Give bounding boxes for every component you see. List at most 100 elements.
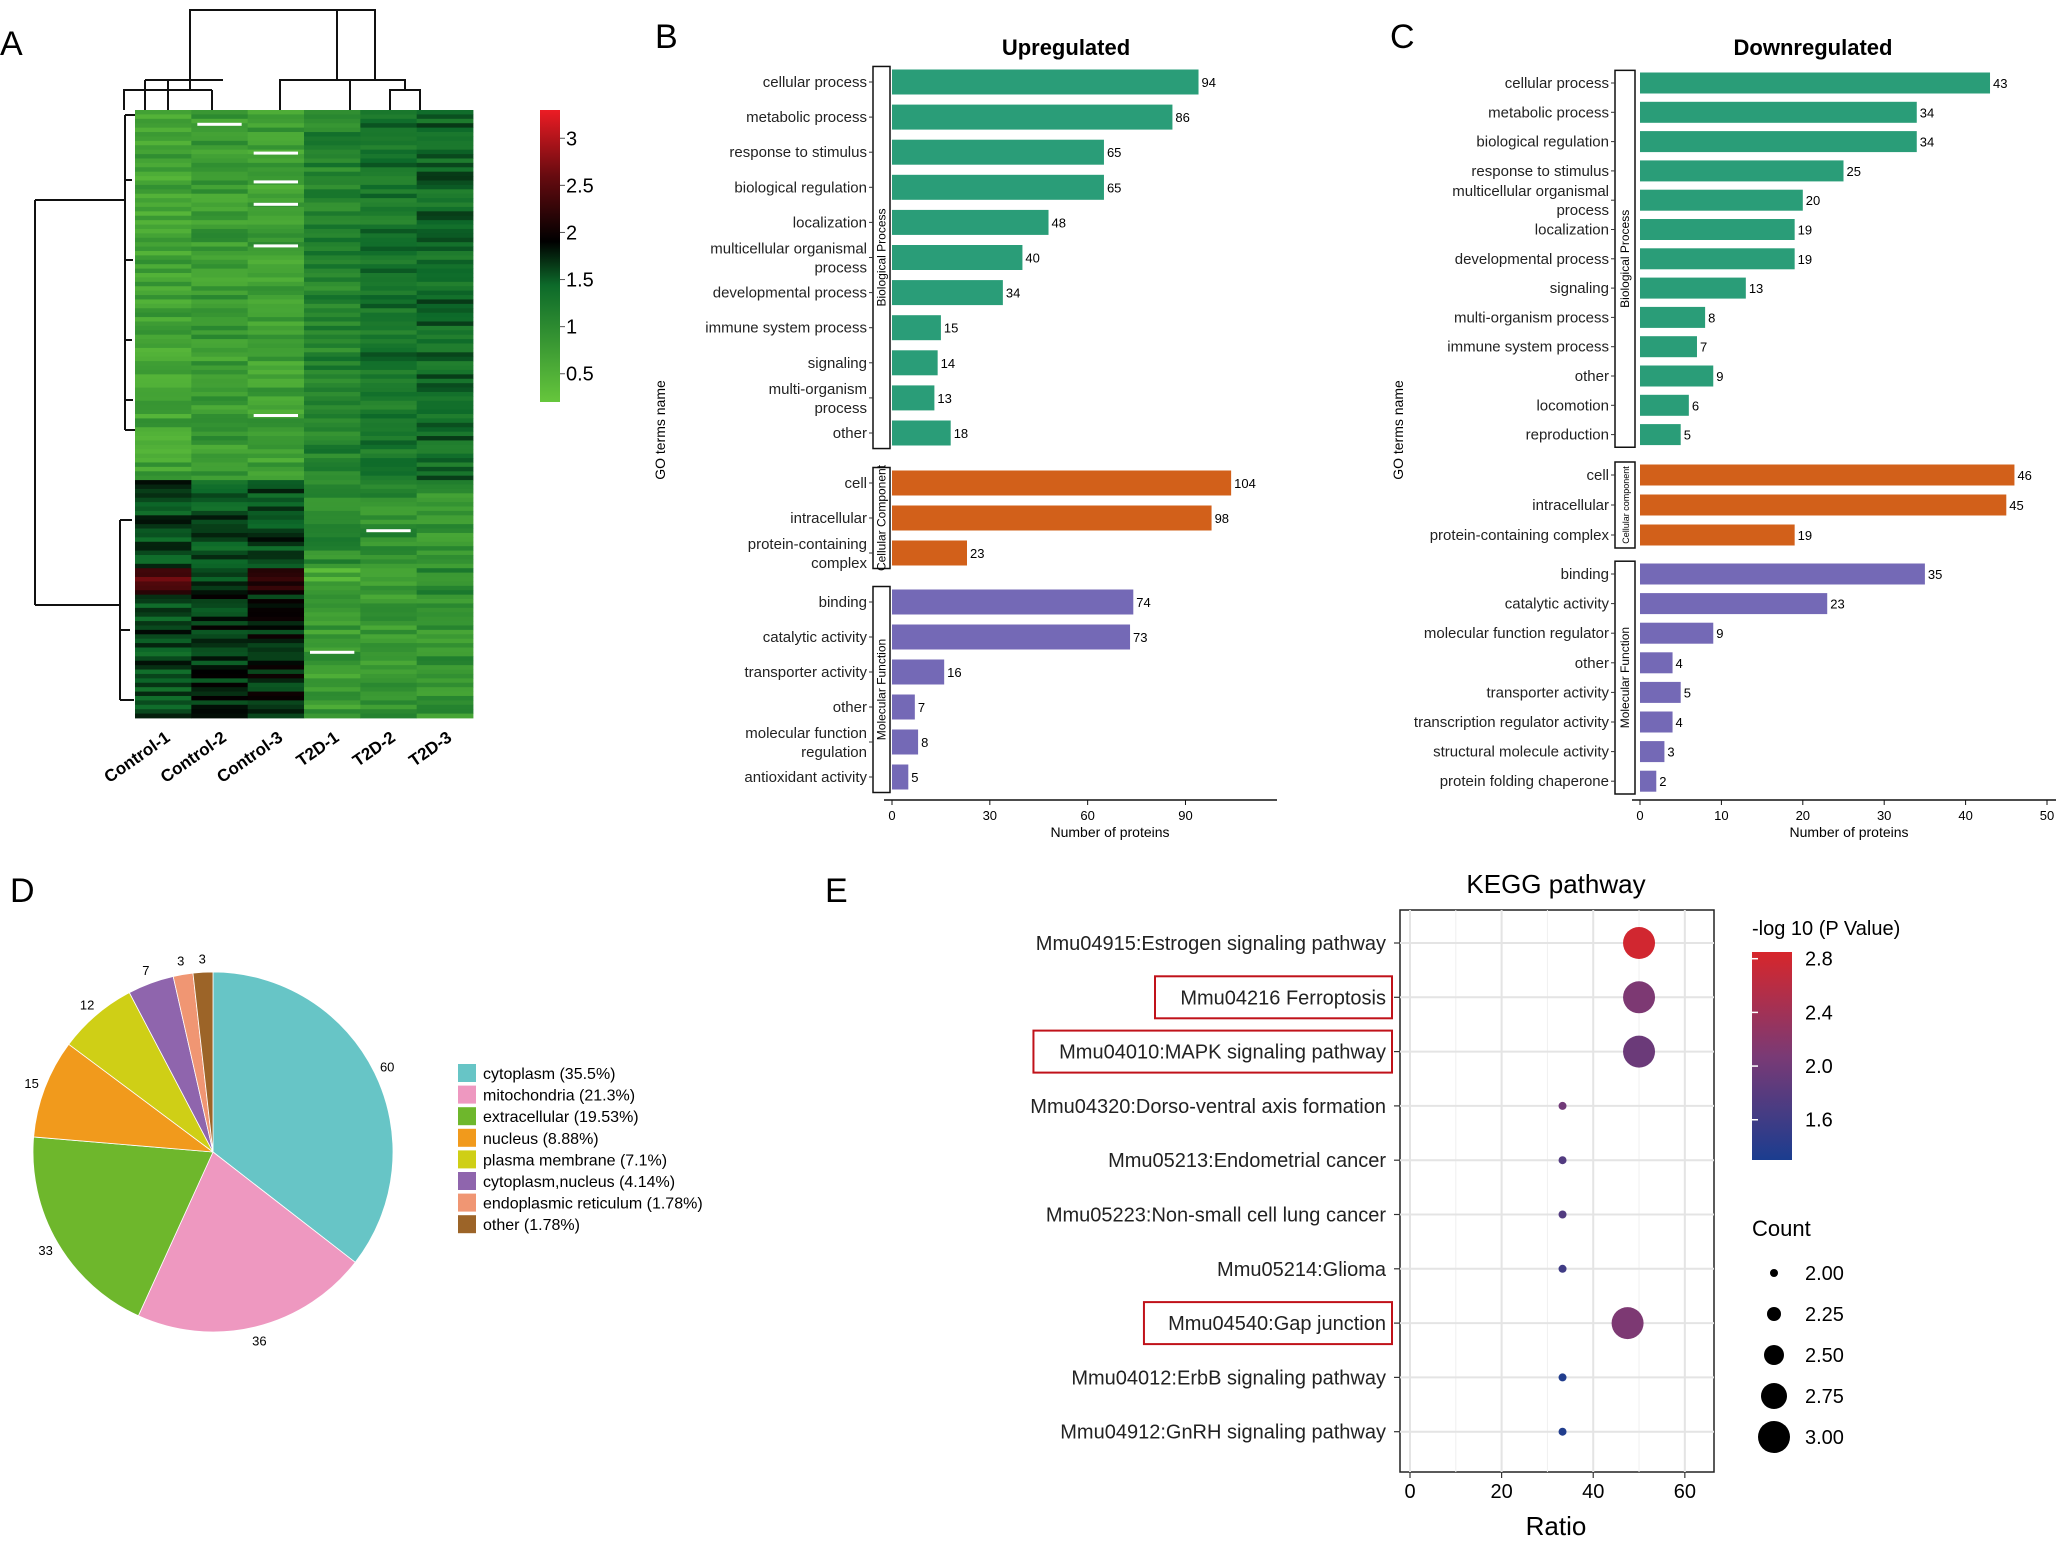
bar-value-label: 4: [1676, 715, 1683, 730]
heatmap-cell: [360, 704, 418, 710]
bar-value-label: 19: [1798, 252, 1812, 267]
heatmap-cell: [135, 612, 192, 618]
heatmap-cell: [247, 365, 305, 371]
legend-swatch: [458, 1172, 476, 1190]
highlight-box: [1142, 1301, 1393, 1346]
heatmap-cell: [135, 339, 192, 344]
heatmap-cell: [247, 290, 305, 296]
heatmap-cell: [360, 458, 418, 463]
heatmap-cell: [247, 281, 305, 287]
heatmap-cell: [360, 524, 418, 529]
heatmap-cell: [135, 510, 192, 516]
heatmap-cell: [247, 299, 305, 305]
heatmap-cell: [135, 568, 192, 574]
bar-value-label: 23: [1830, 597, 1844, 612]
color-legend-label: 2.8: [1805, 949, 1833, 971]
heatmap-cell: [360, 515, 418, 521]
kegg-point: [1558, 1427, 1567, 1436]
heatmap-cell: [247, 286, 305, 292]
heatmap-cell: [304, 189, 361, 195]
bar: [1640, 563, 1925, 585]
heatmap-cell: [191, 277, 249, 283]
heatmap-cell: [247, 444, 305, 450]
bar: [892, 624, 1131, 650]
heatmap-cell: [135, 387, 192, 393]
heatmap-cell: [247, 634, 305, 640]
heatmap-cell: [191, 132, 249, 137]
pie-slice: [192, 971, 214, 1153]
facet-strip-label: Cellular Component: [875, 464, 889, 571]
bar-value-label: 9: [1716, 369, 1723, 384]
facet-strip-label: Biological Process: [875, 208, 889, 306]
heatmap-cell: [191, 246, 249, 252]
bar-value-label: 5: [911, 770, 918, 785]
heatmap-cell: [191, 206, 249, 212]
heatmap-cell: [304, 577, 361, 582]
heatmap-cell: [135, 607, 192, 613]
heatmap-cell: [247, 462, 305, 468]
heatmap-cell: [360, 149, 418, 155]
heatmap-cell: [135, 140, 192, 146]
heatmap-cell: [191, 118, 249, 124]
heatmap-cell: [135, 347, 192, 353]
heatmap-cell: [360, 599, 418, 604]
heatmap-cell: [304, 140, 361, 146]
x-tick-label: 0: [888, 808, 895, 823]
heatmap-cell: [135, 651, 192, 657]
heatmap-cell: [304, 449, 361, 455]
heatmap-cell: [304, 554, 361, 560]
bar-value-label: 74: [1136, 595, 1150, 610]
legend-label: extracellular (19.53%): [483, 1109, 639, 1126]
heatmap-cell: [304, 273, 361, 278]
heatmap-cell: [191, 325, 249, 331]
heatmap-cell: [416, 343, 474, 349]
heatmap-cell: [360, 643, 418, 648]
heatmap-cell: [416, 110, 474, 115]
highlight-box: [1154, 975, 1393, 1020]
heatmap-cell: [191, 184, 249, 190]
heatmap-cell: [416, 233, 474, 239]
heatmap-cell: [191, 162, 249, 168]
heatmap-cell: [135, 669, 192, 675]
heatmap-colorbar-tick: 1: [566, 317, 577, 339]
heatmap-cell: [191, 215, 249, 221]
heatmap-cell: [247, 453, 305, 459]
heatmap-cell: [247, 471, 305, 477]
bar-value-label: 20: [1806, 193, 1820, 208]
heatmap-cell: [247, 449, 305, 455]
heatmap-cell: [360, 154, 418, 159]
heatmap-cell: [360, 255, 418, 261]
heatmap-cell: [191, 563, 249, 569]
heatmap-cell: [191, 616, 249, 622]
heatmap-cell: [191, 281, 249, 287]
heatmap-cell: [360, 678, 418, 684]
heatmap-cell: [360, 554, 418, 560]
heatmap-cell: [304, 145, 361, 151]
heatmap-cell: [191, 506, 249, 512]
size-legend-label: 2.25: [1805, 1304, 1844, 1326]
heatmap-cell: [135, 462, 192, 468]
heatmap-cell: [247, 537, 305, 543]
heatmap-cell: [416, 621, 474, 626]
heatmap-cell: [360, 409, 418, 415]
heatmap-cell: [416, 431, 474, 437]
heatmap-cell: [191, 347, 249, 353]
legend-label: cytoplasm,nucleus (4.14%): [483, 1174, 675, 1191]
color-legend-title: -log 10 (P Value): [1752, 918, 1900, 940]
heatmap-cell: [247, 665, 305, 670]
heatmap-cell: [135, 709, 192, 714]
heatmap-cell: [135, 325, 192, 331]
heatmap-cell: [360, 369, 418, 375]
heatmap-cell: [247, 563, 305, 569]
panel-label-c: C: [1390, 18, 1415, 56]
heatmap-cell: [360, 400, 418, 406]
heatmap-cell: [416, 488, 474, 494]
heatmap-cell: [416, 369, 474, 375]
heatmap-cell: [304, 286, 361, 292]
bar-value-label: 5: [1684, 428, 1691, 443]
heatmap-cell: [304, 242, 361, 247]
heatmap-cell: [416, 391, 474, 397]
bar: [892, 104, 1173, 130]
heatmap-cell: [416, 665, 474, 670]
